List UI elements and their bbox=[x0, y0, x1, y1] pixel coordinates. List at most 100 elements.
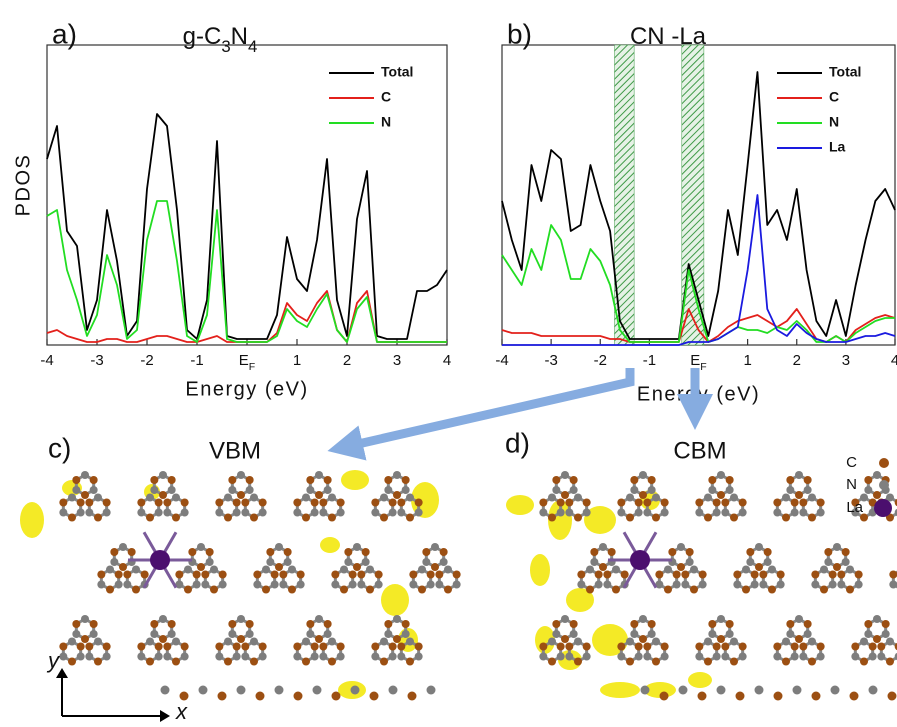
atom bbox=[422, 548, 430, 556]
atom bbox=[717, 615, 725, 623]
atom bbox=[397, 653, 405, 661]
axis-name: x bbox=[175, 699, 188, 722]
atom bbox=[817, 643, 825, 651]
atom bbox=[686, 548, 694, 556]
atom bbox=[695, 499, 703, 507]
atom bbox=[155, 509, 163, 517]
atom bbox=[415, 509, 423, 517]
atom bbox=[215, 653, 223, 661]
structures bbox=[20, 470, 897, 701]
atom bbox=[444, 586, 452, 594]
atom bbox=[311, 653, 319, 661]
atom bbox=[755, 563, 763, 571]
atom bbox=[59, 509, 67, 517]
atom bbox=[331, 581, 339, 589]
atom bbox=[262, 586, 270, 594]
atom bbox=[698, 692, 707, 701]
atom bbox=[574, 658, 582, 666]
atom bbox=[250, 658, 258, 666]
atom bbox=[250, 638, 258, 646]
atom bbox=[583, 653, 591, 661]
atom bbox=[233, 643, 241, 651]
atom bbox=[704, 638, 712, 646]
atom bbox=[237, 491, 245, 499]
atom bbox=[397, 499, 405, 507]
atom bbox=[319, 509, 327, 517]
atom bbox=[271, 571, 279, 579]
atom bbox=[181, 509, 189, 517]
atom bbox=[626, 638, 634, 646]
atom bbox=[889, 581, 897, 589]
atom bbox=[271, 581, 279, 589]
atom bbox=[150, 486, 158, 494]
atom bbox=[146, 638, 154, 646]
atom bbox=[132, 586, 140, 594]
atom bbox=[639, 615, 647, 623]
atom bbox=[427, 571, 435, 579]
atom bbox=[643, 653, 651, 661]
atom bbox=[704, 658, 712, 666]
x-tick-label: 4 bbox=[443, 352, 451, 369]
atom bbox=[132, 566, 140, 574]
atom bbox=[855, 581, 863, 589]
atom bbox=[431, 543, 439, 551]
atom bbox=[141, 571, 149, 579]
atom bbox=[565, 653, 573, 661]
x-tick-label: -4 bbox=[495, 352, 508, 369]
atom bbox=[337, 499, 345, 507]
atom bbox=[324, 620, 332, 628]
orbital-lobe bbox=[600, 682, 640, 698]
atom bbox=[889, 571, 897, 579]
atom bbox=[557, 653, 565, 661]
atom bbox=[362, 558, 370, 566]
series-line bbox=[47, 201, 447, 342]
atom bbox=[115, 581, 123, 589]
x-tick-label: 4 bbox=[891, 352, 897, 369]
atom bbox=[782, 658, 790, 666]
atom bbox=[557, 643, 565, 651]
atom bbox=[552, 620, 560, 628]
atom bbox=[733, 581, 741, 589]
atom bbox=[371, 509, 379, 517]
atom bbox=[561, 491, 569, 499]
atom bbox=[146, 658, 154, 666]
atom bbox=[643, 509, 651, 517]
atom bbox=[664, 566, 672, 574]
atom bbox=[699, 571, 707, 579]
orbital-lobe bbox=[20, 502, 44, 538]
atom bbox=[630, 620, 638, 628]
atom bbox=[570, 620, 578, 628]
atom bbox=[704, 494, 712, 502]
atom bbox=[548, 638, 556, 646]
atom bbox=[837, 571, 845, 579]
atom bbox=[181, 499, 189, 507]
figure: a)g-C3N4Energy (eV)PDOS-4-3-2-1EF1234Tot… bbox=[0, 0, 897, 722]
atom bbox=[812, 692, 821, 701]
atom bbox=[371, 653, 379, 661]
atom bbox=[103, 499, 111, 507]
atom bbox=[842, 558, 850, 566]
atom bbox=[349, 581, 357, 589]
atom bbox=[224, 638, 232, 646]
atom bbox=[237, 686, 246, 695]
atom bbox=[262, 566, 270, 574]
panel-label: d) bbox=[505, 427, 530, 458]
atom bbox=[427, 686, 436, 695]
atom bbox=[577, 571, 585, 579]
atom bbox=[643, 643, 651, 651]
atom bbox=[864, 620, 872, 628]
atom bbox=[402, 476, 410, 484]
atom bbox=[228, 620, 236, 628]
atom bbox=[690, 586, 698, 594]
atom bbox=[730, 658, 738, 666]
atom bbox=[864, 486, 872, 494]
atom bbox=[340, 566, 348, 574]
atom bbox=[284, 548, 292, 556]
atom bbox=[415, 643, 423, 651]
atom bbox=[106, 566, 114, 574]
atom bbox=[673, 581, 681, 589]
atom bbox=[293, 499, 301, 507]
atom bbox=[837, 581, 845, 589]
atom bbox=[829, 581, 837, 589]
atom bbox=[393, 635, 401, 643]
